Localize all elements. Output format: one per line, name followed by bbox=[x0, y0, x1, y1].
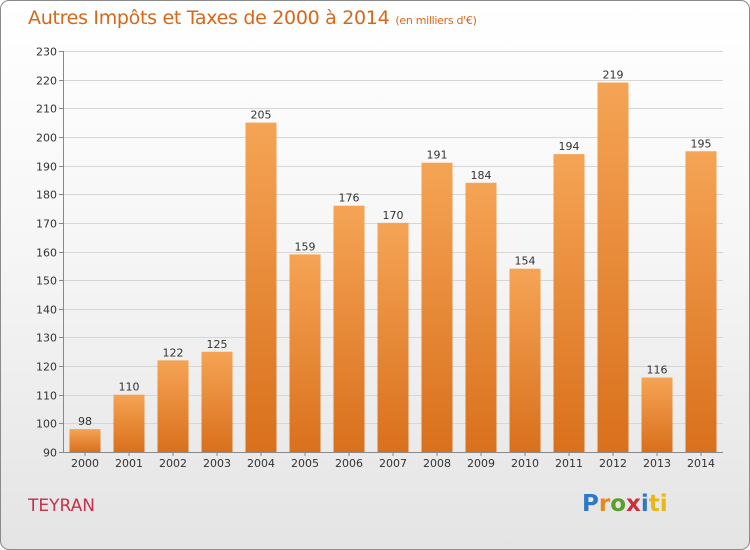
logo-letter: o bbox=[610, 491, 627, 517]
commune-name: TEYRAN bbox=[28, 496, 95, 516]
y-tick-label: 90 bbox=[43, 447, 57, 460]
y-tick-label: 200 bbox=[36, 132, 57, 145]
y-tick-label: 120 bbox=[36, 361, 57, 374]
y-tick-label: 100 bbox=[36, 418, 57, 431]
logo-letter: ti bbox=[648, 491, 668, 517]
x-tick-label: 2007 bbox=[379, 457, 407, 470]
x-tick-label: 2000 bbox=[71, 457, 99, 470]
bars bbox=[69, 82, 717, 452]
bar[interactable] bbox=[201, 351, 233, 452]
data-label: 184 bbox=[471, 169, 492, 182]
x-tick-label: 2006 bbox=[335, 457, 363, 470]
data-label: 170 bbox=[383, 209, 404, 222]
x-tick-label: 2012 bbox=[599, 457, 627, 470]
y-tick-labels: 90 100 110 120 130 140 150 160 170 180 190 200 210 22… bbox=[36, 46, 57, 460]
x-tick-labels: 2000 2001 2002 2003 2004 2005 2006 2007 2008 2009… bbox=[71, 452, 715, 470]
y-tick-label: 170 bbox=[36, 218, 57, 231]
bar[interactable] bbox=[465, 182, 497, 452]
bar[interactable] bbox=[641, 377, 673, 452]
y-tick-label: 180 bbox=[36, 189, 57, 202]
x-tick-label: 2010 bbox=[511, 457, 539, 470]
x-tick-label: 2008 bbox=[423, 457, 451, 470]
y-tick-label: 160 bbox=[36, 247, 57, 260]
data-label: 191 bbox=[427, 149, 448, 162]
data-label: 194 bbox=[559, 140, 580, 153]
data-label: 110 bbox=[119, 381, 140, 394]
x-tick-label: 2009 bbox=[467, 457, 495, 470]
data-label: 159 bbox=[295, 240, 316, 253]
data-label: 116 bbox=[647, 364, 668, 377]
logo-letter: r bbox=[598, 491, 611, 517]
x-tick-label: 2002 bbox=[159, 457, 187, 470]
y-tick-label: 150 bbox=[36, 275, 57, 288]
data-label: 125 bbox=[207, 338, 228, 351]
proxiti-logo[interactable]: Proxiti bbox=[582, 491, 668, 517]
data-label: 195 bbox=[691, 137, 712, 150]
bar[interactable] bbox=[157, 360, 189, 452]
y-tick-label: 190 bbox=[36, 161, 57, 174]
x-tick-label: 2014 bbox=[687, 457, 715, 470]
chart-title: Autres Impôts et Taxes de 2000 à 2014 (en… bbox=[28, 7, 477, 29]
x-tick-label: 2013 bbox=[643, 457, 671, 470]
x-tick-label: 2003 bbox=[203, 457, 231, 470]
bar[interactable] bbox=[245, 122, 277, 452]
data-label: 98 bbox=[78, 415, 92, 428]
logo-letter: P bbox=[582, 491, 599, 517]
x-tick-label: 2004 bbox=[247, 457, 275, 470]
data-label: 122 bbox=[163, 346, 184, 359]
y-tick-label: 210 bbox=[36, 103, 57, 116]
bar[interactable] bbox=[69, 429, 101, 452]
bar[interactable] bbox=[377, 222, 409, 452]
bar[interactable] bbox=[685, 151, 717, 452]
x-tick-label: 2011 bbox=[555, 457, 583, 470]
chart-title-text: Autres Impôts et Taxes de 2000 à 2014 bbox=[28, 7, 390, 29]
bar[interactable] bbox=[509, 268, 541, 452]
bar[interactable] bbox=[421, 162, 453, 452]
y-tick-label: 110 bbox=[36, 390, 57, 403]
data-label: 176 bbox=[339, 192, 360, 205]
y-tick-label: 130 bbox=[36, 332, 57, 345]
bar[interactable] bbox=[289, 254, 321, 452]
x-tick-label: 2005 bbox=[291, 457, 319, 470]
data-label: 205 bbox=[251, 109, 272, 122]
y-tick-label: 140 bbox=[36, 304, 57, 317]
logo-letter: i bbox=[640, 491, 649, 517]
x-tick-label: 2001 bbox=[115, 457, 143, 470]
data-label: 219 bbox=[603, 69, 624, 82]
data-labels: 98 110 122 125 205 159 176 170 191 184 154 194 219 11… bbox=[78, 69, 712, 429]
data-label: 154 bbox=[515, 255, 536, 268]
y-tick-label: 220 bbox=[36, 75, 57, 88]
y-tick-label: 230 bbox=[36, 46, 57, 59]
bar[interactable] bbox=[597, 82, 629, 452]
bar[interactable] bbox=[553, 154, 585, 452]
bar[interactable] bbox=[333, 205, 365, 452]
bar[interactable] bbox=[113, 394, 145, 452]
chart-subtitle: (en milliers d'€) bbox=[395, 14, 477, 27]
logo-letter: x bbox=[626, 491, 641, 517]
